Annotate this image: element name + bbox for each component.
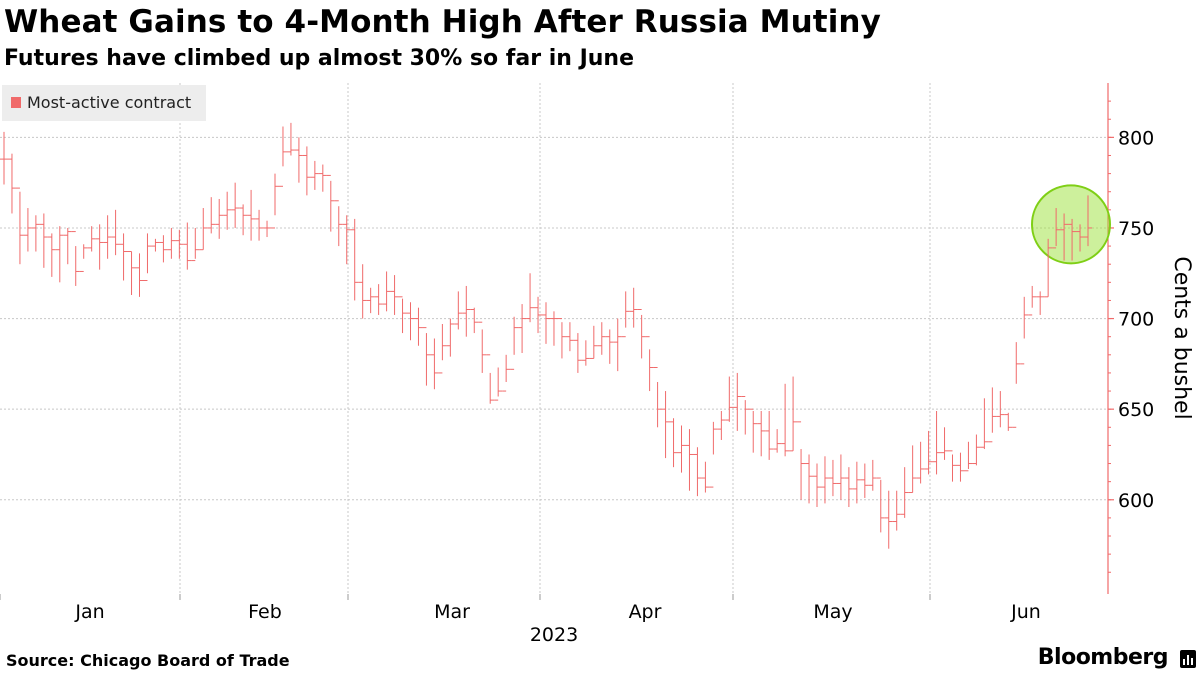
- legend-swatch: [11, 97, 21, 108]
- y-tick-label: 700: [1118, 309, 1154, 331]
- bloomberg-terminal-icon: [1180, 650, 1196, 668]
- x-tick-label: Mar: [434, 601, 470, 623]
- legend-label: Most-active contract: [27, 93, 192, 112]
- brand-logo: Bloomberg: [1037, 645, 1169, 670]
- x-tick-label: Apr: [629, 601, 662, 623]
- source-note: Source: Chicago Board of Trade: [6, 651, 290, 670]
- chart-subtitle: Futures have climbed up almost 30% so fa…: [4, 46, 635, 71]
- x-tick-label: May: [813, 601, 852, 623]
- x-axis-year-label: 2023: [530, 624, 578, 646]
- y-tick-label: 650: [1118, 399, 1154, 421]
- x-tick-label: Feb: [248, 601, 282, 623]
- x-tick-label: Jun: [1010, 601, 1041, 623]
- y-axis-label: Cents a bushel: [1169, 256, 1194, 419]
- y-tick-label: 750: [1118, 218, 1154, 240]
- x-tick-label: Jan: [74, 601, 104, 623]
- chart-title: Wheat Gains to 4-Month High After Russia…: [4, 4, 881, 40]
- y-tick-label: 600: [1118, 490, 1154, 512]
- chart-legend: Most-active contract: [2, 85, 206, 121]
- y-tick-label: 800: [1118, 127, 1154, 149]
